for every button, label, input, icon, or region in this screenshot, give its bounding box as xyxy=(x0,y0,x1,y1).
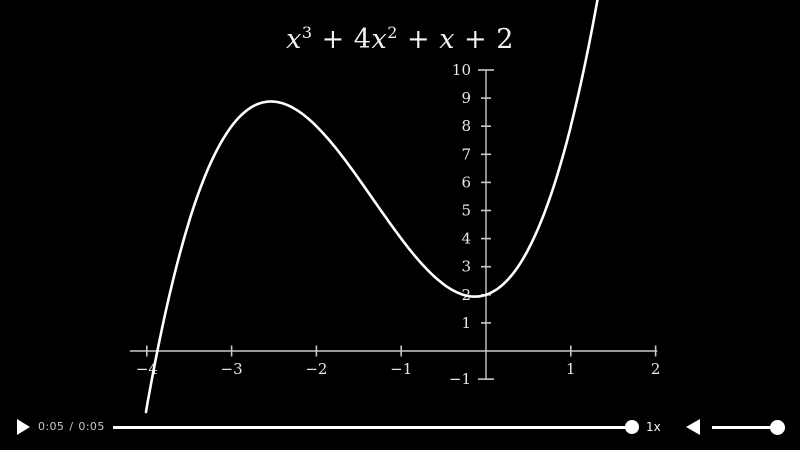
function-curve xyxy=(144,0,599,414)
seek-fill xyxy=(113,420,639,434)
volume-slider[interactable] xyxy=(712,420,785,435)
x-axis-tick-label: −2 xyxy=(305,360,327,378)
y-axis-tick-label: 3 xyxy=(461,258,471,276)
y-axis-tick-label: 9 xyxy=(461,89,471,107)
volume-knob[interactable] xyxy=(770,420,785,435)
time-display: 0:05 / 0:05 xyxy=(38,420,105,433)
x-axis-tick-label: 2 xyxy=(651,360,661,378)
y-axis-tick-label: 10 xyxy=(452,61,471,79)
x-axis-tick-label: 1 xyxy=(566,360,576,378)
y-axis-tick-label: −1 xyxy=(449,370,471,388)
volume-icon[interactable] xyxy=(686,419,700,435)
play-button[interactable] xyxy=(17,419,30,435)
y-axis-tick-label: 7 xyxy=(461,145,471,163)
current-time: 0:05 xyxy=(38,420,65,433)
seek-bar[interactable] xyxy=(113,420,639,434)
seek-track[interactable] xyxy=(113,420,639,434)
y-axis-tick-label: 5 xyxy=(461,202,471,220)
volume-fill xyxy=(712,420,785,435)
y-axis-tick-label: 1 xyxy=(461,314,471,332)
y-axis-tick-label: 8 xyxy=(461,117,471,135)
x-axis-tick-label: −3 xyxy=(221,360,243,378)
playback-speed-label[interactable]: 1x xyxy=(646,420,661,434)
plot-title: x3 + 4x2 + x + 2 xyxy=(286,23,514,55)
y-axis-tick-label: 4 xyxy=(461,230,471,248)
time-separator: / xyxy=(69,420,74,433)
x-axis-tick-label: −1 xyxy=(390,360,412,378)
duration: 0:05 xyxy=(78,420,105,433)
y-axis-tick-label: 6 xyxy=(461,173,471,191)
volume-track[interactable] xyxy=(712,420,785,435)
seek-knob[interactable] xyxy=(625,420,639,434)
